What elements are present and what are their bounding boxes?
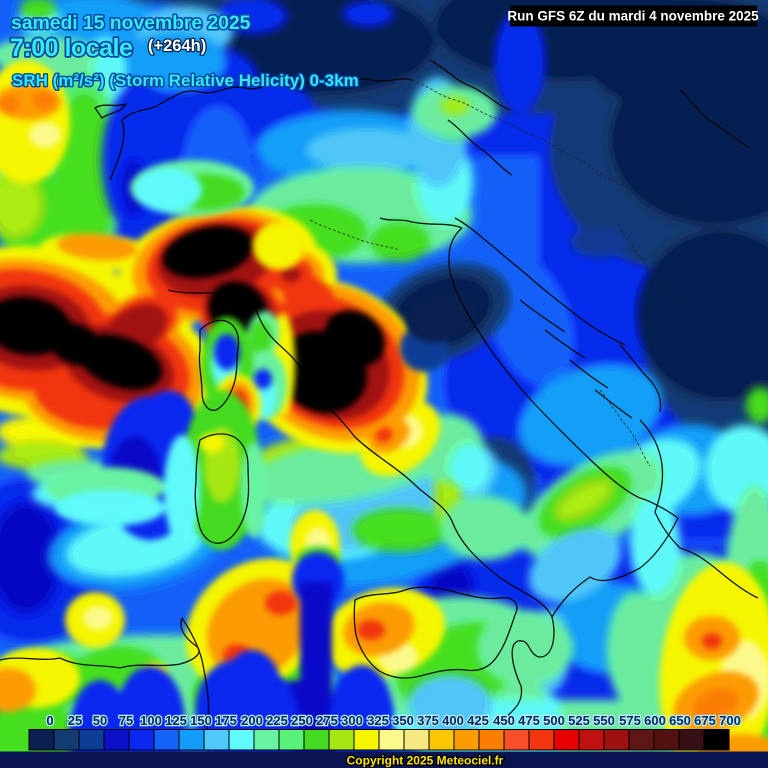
svg-text:225: 225	[266, 713, 288, 728]
svg-text:550: 550	[593, 713, 615, 728]
svg-text:525: 525	[568, 713, 590, 728]
svg-text:samedi 15 novembre 2025: samedi 15 novembre 2025	[11, 12, 251, 34]
svg-text:7:00 locale: 7:00 locale	[10, 34, 133, 62]
svg-text:100: 100	[140, 713, 162, 728]
svg-text:350: 350	[392, 713, 414, 728]
svg-text:700: 700	[719, 713, 741, 728]
svg-text:50: 50	[93, 713, 107, 728]
svg-text:0: 0	[46, 713, 53, 728]
svg-text:275: 275	[316, 713, 338, 728]
svg-text:400: 400	[442, 713, 464, 728]
svg-text:Copyright 2025 Meteociel.fr: Copyright 2025 Meteociel.fr	[347, 754, 504, 768]
svg-text:450: 450	[493, 713, 515, 728]
svg-text:575: 575	[619, 713, 641, 728]
svg-text:200: 200	[241, 713, 263, 728]
svg-text:250: 250	[291, 713, 313, 728]
svg-text:325: 325	[367, 713, 389, 728]
svg-text:75: 75	[119, 713, 133, 728]
svg-text:25: 25	[68, 713, 82, 728]
svg-text:475: 475	[518, 713, 540, 728]
svg-text:175: 175	[215, 713, 237, 728]
svg-text:425: 425	[467, 713, 489, 728]
svg-text:150: 150	[190, 713, 212, 728]
svg-text:675: 675	[694, 713, 716, 728]
svg-text:375: 375	[417, 713, 439, 728]
svg-text:500: 500	[543, 713, 565, 728]
svg-text:125: 125	[165, 713, 187, 728]
svg-text:600: 600	[644, 713, 666, 728]
svg-text:300: 300	[341, 713, 363, 728]
svg-text:Run GFS 6Z du mardi 4 novembre: Run GFS 6Z du mardi 4 novembre 2025	[507, 9, 759, 24]
svg-text:650: 650	[669, 713, 691, 728]
svg-text:(+264h): (+264h)	[148, 37, 206, 55]
svg-text:SRH (m²/s²) (Storm Relative He: SRH (m²/s²) (Storm Relative Helicity) 0-…	[12, 71, 359, 90]
